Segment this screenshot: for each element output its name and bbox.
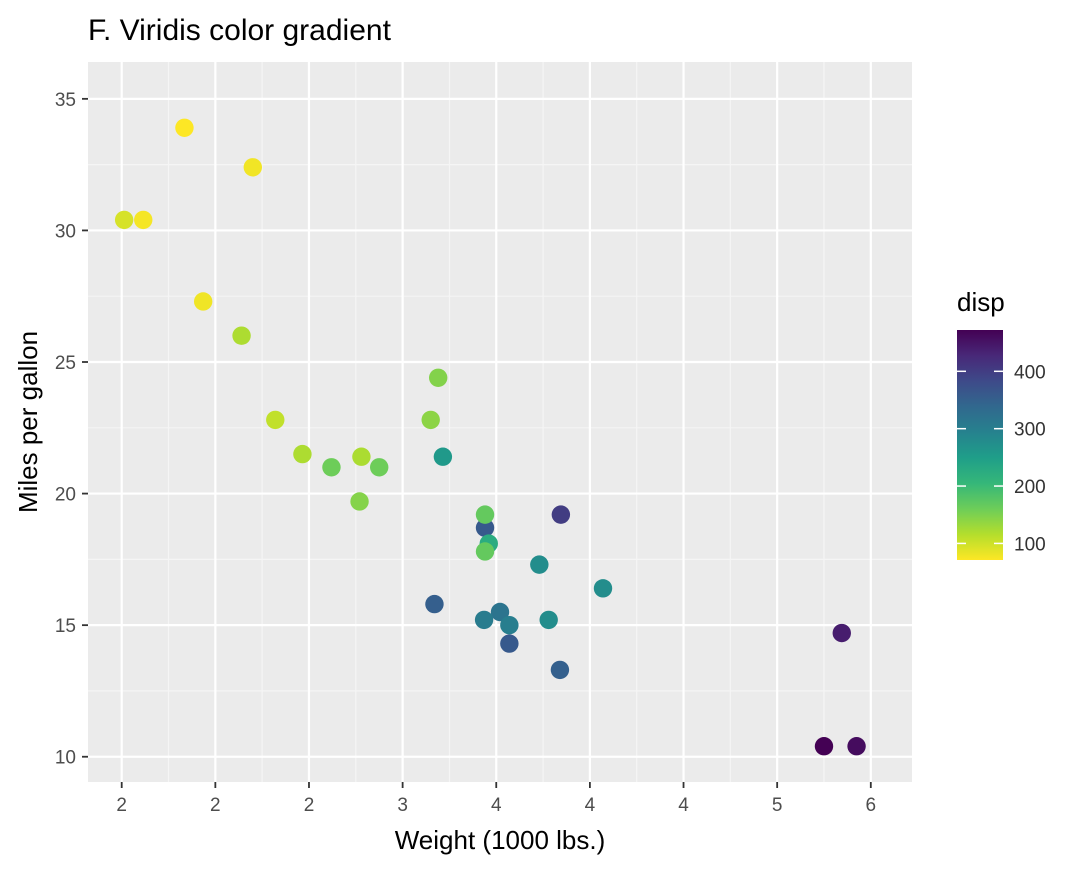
data-point [500,615,519,635]
data-point [193,292,213,311]
chart-title: F. Viridis color gradient [88,14,392,47]
data-point [475,518,495,537]
legend-tick-label: 400 [1014,362,1046,383]
x-tick-label: 2 [210,795,221,816]
y-tick-label: 10 [55,748,76,769]
data-point [352,447,371,466]
data-point [421,410,440,430]
data-point [425,594,444,614]
legend-tick-label: 200 [1014,477,1046,498]
data-point [847,737,866,756]
data-point [550,660,570,680]
data-point [490,602,510,622]
data-point [175,118,194,137]
legend-title: disp [957,287,1005,317]
grid-major [88,62,912,782]
data-point [114,210,134,230]
x-axis-title: Weight (1000 lbs.) [395,825,606,855]
legend-tick-label: 100 [1014,534,1046,555]
data-point [551,505,571,524]
data-point [475,542,495,561]
y-tick-label: 20 [55,485,76,506]
data-point [475,505,495,524]
y-tick-label: 35 [55,90,76,111]
data-point [350,492,369,511]
data-point [243,158,262,177]
data-point [433,447,453,466]
x-tick-label: 3 [397,795,408,816]
x-tick-label: 6 [866,795,877,816]
data-point [293,444,312,464]
data-point [474,610,494,630]
x-tick-label: 4 [678,795,689,816]
x-tick-label: 4 [491,795,502,816]
plot-panel [88,62,912,782]
legend-tick-label: 300 [1014,420,1046,441]
y-tick-label: 30 [55,221,76,242]
x-tick-label: 5 [772,795,783,816]
y-axis: 10 15 20 25 30 35 [55,90,88,769]
data-point [832,623,851,643]
data-point [266,410,285,430]
data-point [134,210,153,230]
x-tick-label: 2 [116,795,127,816]
data-points [114,118,866,756]
x-tick-label: 2 [304,795,315,816]
legend-colorbar [957,330,1003,560]
data-point [500,634,519,653]
grid-minor [88,62,912,782]
data-point [232,326,251,345]
legend-ticks: 100 200 300 400 [957,362,1046,555]
x-axis: 2 2 2 3 4 4 4 5 6 [116,782,876,816]
data-point [539,610,558,630]
data-point [530,555,549,574]
data-point [370,458,389,477]
data-point [593,579,613,598]
legend: disp 100 200 300 400 [957,287,1046,560]
y-tick-label: 25 [55,353,76,374]
data-point [429,368,448,387]
y-axis-title: Miles per gallon [13,331,43,513]
data-point [322,458,341,477]
x-tick-label: 4 [585,795,596,816]
y-tick-label: 15 [55,616,76,637]
data-point [814,737,834,756]
